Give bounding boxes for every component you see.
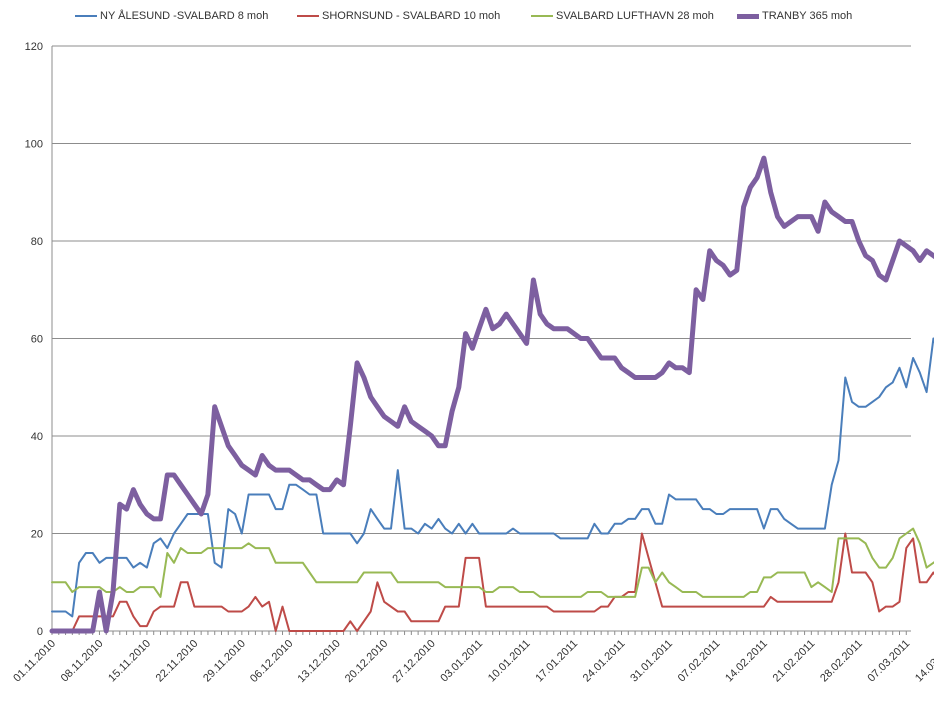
chart-legend: NY ÅLESUND -SVALBARD 8 moh SHORNSUND - S… (0, 10, 934, 30)
x-tick-label: 01.11.2010 (11, 638, 58, 685)
x-tick-label: 27.12.2010 (390, 638, 437, 685)
x-tick-label: 15.11.2010 (106, 638, 153, 685)
series-line-1 (51, 532, 934, 632)
series-line-0 (51, 337, 934, 618)
x-tick-label: 08.11.2010 (59, 638, 106, 685)
x-tick-label: 07.03.2011 (866, 638, 913, 685)
y-axis-labels: 0 20 40 60 80 100 120 (25, 41, 43, 638)
x-tick-label: 13.12.2010 (295, 638, 342, 685)
legend-item-ny-alesund: NY ÅLESUND -SVALBARD 8 moh (75, 10, 268, 22)
legend-item-svalbard-lufthavn: SVALBARD LUFTHAVN 28 moh (531, 10, 714, 22)
legend-label-ny-alesund: NY ÅLESUND -SVALBARD 8 moh (100, 10, 269, 22)
gridlines (52, 45, 911, 534)
series-lines (49, 155, 934, 634)
x-tick-label: 20.12.2010 (343, 638, 390, 685)
legend-swatch-svalbard-lufthavn (531, 15, 553, 17)
legend-swatch-shornsund (297, 15, 319, 17)
legend-swatch-tranby (737, 13, 759, 19)
x-tick-label: 06.12.2010 (248, 638, 295, 685)
legend-swatch-ny-alesund (75, 15, 97, 17)
y-tick-label: 60 (31, 334, 43, 346)
legend-label-svalbard-lufthavn: SVALBARD LUFTHAVN 28 moh (556, 10, 714, 22)
y-tick-label: 120 (25, 41, 43, 53)
x-tick-label: 14.02.2011 (723, 638, 770, 685)
x-tick-label: 31.01.2011 (628, 638, 675, 685)
axes (51, 46, 911, 635)
x-tick-label: 17.01.2011 (533, 638, 580, 685)
x-tick-label: 07.02.2011 (676, 638, 723, 685)
legend-label-shornsund: SHORNSUND - SVALBARD 10 moh (322, 10, 501, 22)
x-axis-labels: 01.11.2010 08.11.2010 15.11.2010 22.11.2010… (11, 638, 934, 685)
y-tick-label: 20 (31, 529, 43, 541)
legend-label-tranby: TRANBY 365 moh (762, 10, 853, 22)
x-tick-label: 29.11.2010 (201, 638, 248, 685)
x-tick-label: 24.01.2011 (581, 638, 628, 685)
y-tick-label: 100 (25, 139, 43, 151)
y-tick-label: 40 (31, 431, 43, 443)
x-tick-label: 22.11.2010 (154, 638, 201, 685)
x-tick-label: 10.01.2011 (486, 638, 533, 685)
legend-item-shornsund: SHORNSUND - SVALBARD 10 moh (297, 10, 500, 22)
series-line-2 (51, 527, 934, 598)
x-tick-label: 03.01.2011 (438, 638, 485, 685)
x-tick-label: 21.02.2011 (771, 638, 818, 685)
y-tick-label: 0 (37, 626, 43, 638)
x-tick-label: 28.02.2011 (818, 638, 865, 685)
y-tick-label: 80 (31, 236, 43, 248)
x-tick-label: 14.03.2011 (913, 638, 934, 685)
series-line-3 (49, 155, 934, 634)
legend-item-tranby: TRANBY 365 moh (737, 10, 852, 22)
